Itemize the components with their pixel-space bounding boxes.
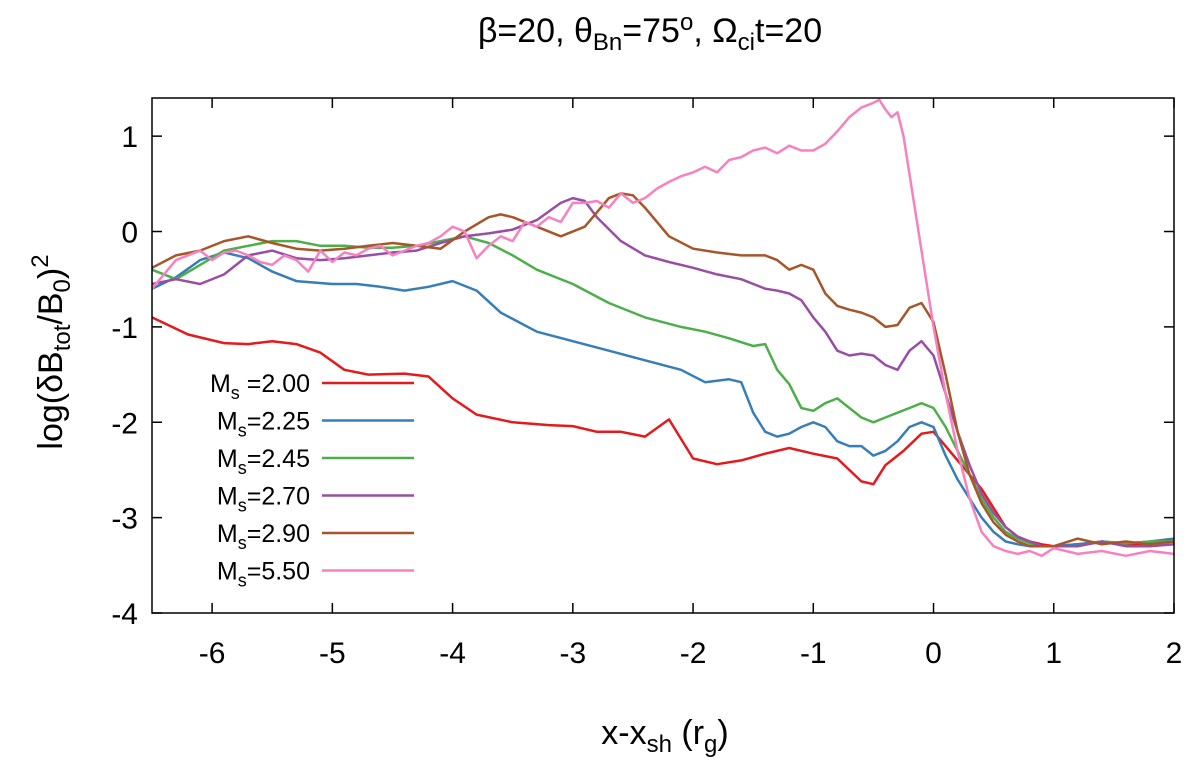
x-label-sub: sh bbox=[647, 731, 672, 758]
x-label-unit-open: (r bbox=[672, 714, 704, 752]
x-tick-label-2: -4 bbox=[439, 637, 466, 670]
x-tick-label-6: 0 bbox=[925, 637, 942, 670]
title-omega-value: t=20 bbox=[755, 12, 822, 50]
x-label-main: x-x bbox=[601, 714, 646, 752]
title-theta-value: =75 bbox=[622, 12, 680, 50]
legend-label-5: Ms=5.50 bbox=[217, 558, 310, 591]
x-label-unit-close: ) bbox=[717, 714, 728, 752]
series-line-5 bbox=[151, 98, 1175, 558]
x-tick-label-3: -3 bbox=[559, 637, 586, 670]
x-axis-label: x-xsh (rg) bbox=[601, 714, 728, 758]
x-tick-label-7: 1 bbox=[1045, 637, 1062, 670]
chart-title: β=20, θBn=75o, Ωcit=20 bbox=[478, 9, 822, 56]
title-beta-value: =20, bbox=[497, 12, 574, 50]
x-tick-label-8: 2 bbox=[1166, 637, 1183, 670]
x-tick-label-4: -2 bbox=[680, 637, 707, 670]
title-beta-symbol: β bbox=[478, 12, 498, 50]
legend-label-1: Ms=2.25 bbox=[217, 408, 310, 441]
axis-ticks: -6 -5 -4 -3 -2 -1 0 1 2 -4 -3 -2 -1 0 1 bbox=[111, 98, 1182, 670]
y-label-prefix: log(δB bbox=[32, 351, 70, 449]
x-tick-label-5: -1 bbox=[800, 637, 827, 670]
y-tick-label-4: 0 bbox=[121, 217, 138, 250]
y-label-sup: 2 bbox=[27, 254, 54, 267]
y-tick-label-3: -1 bbox=[111, 312, 138, 345]
series-line-1 bbox=[151, 251, 1175, 548]
title-theta-symbol: θ bbox=[574, 12, 593, 50]
y-tick-label-5: 1 bbox=[121, 121, 138, 154]
series-line-4 bbox=[151, 192, 1175, 548]
y-axis-label: log(δBtot/B0)2 bbox=[27, 254, 76, 449]
legend-label-3: Ms=2.70 bbox=[217, 483, 310, 516]
y-label-close: ) bbox=[32, 268, 70, 279]
y-label-sub1: tot bbox=[49, 324, 76, 351]
plot-frame bbox=[151, 97, 1175, 614]
y-label-sub2: 0 bbox=[49, 279, 76, 292]
x-tick-label-0: -6 bbox=[199, 637, 226, 670]
x-tick-label-1: -5 bbox=[319, 637, 346, 670]
series-line-3 bbox=[151, 196, 1175, 548]
legend-label-2: Ms=2.45 bbox=[217, 445, 310, 478]
y-label-mid: /B bbox=[32, 292, 70, 324]
title-omega-subscript: ci bbox=[738, 29, 755, 56]
title-theta-end: , bbox=[693, 12, 712, 50]
plot-lines bbox=[151, 98, 1175, 558]
y-tick-label-2: -2 bbox=[111, 407, 138, 440]
legend-label-0: Ms =2.00 bbox=[210, 370, 310, 403]
y-tick-label-1: -3 bbox=[111, 503, 138, 536]
legend: Ms =2.00 Ms=2.25 Ms=2.45 Ms=2.70 Ms=2.90 Ms=5… bbox=[210, 370, 414, 591]
y-tick-label-0: -4 bbox=[111, 598, 138, 631]
title-theta-subscript: Bn bbox=[593, 29, 622, 56]
x-label-unit-sub: g bbox=[704, 731, 717, 758]
title-theta-superscript: o bbox=[680, 9, 693, 36]
legend-label-4: Ms=2.90 bbox=[217, 520, 310, 553]
title-omega-symbol: Ω bbox=[712, 12, 737, 50]
